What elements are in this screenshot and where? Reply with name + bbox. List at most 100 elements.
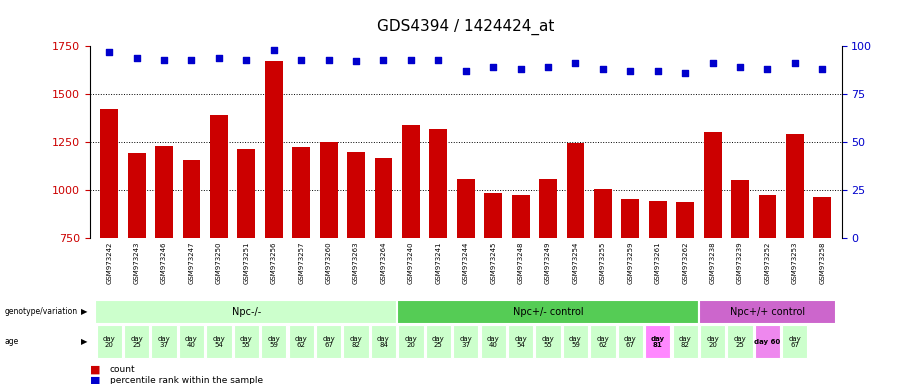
Text: GSM973245: GSM973245 bbox=[491, 241, 496, 283]
Bar bbox=[179, 325, 204, 358]
Text: percentile rank within the sample: percentile rank within the sample bbox=[110, 376, 263, 384]
Point bbox=[376, 56, 391, 63]
Point bbox=[788, 60, 802, 66]
Text: day
25: day 25 bbox=[734, 336, 746, 348]
Point bbox=[760, 66, 775, 72]
Point bbox=[431, 56, 446, 63]
Point bbox=[486, 64, 500, 70]
Text: day
81: day 81 bbox=[651, 336, 665, 348]
Bar bbox=[484, 193, 502, 238]
Text: day
55: day 55 bbox=[240, 336, 253, 348]
Point bbox=[294, 56, 309, 63]
Bar bbox=[374, 158, 392, 238]
Text: GSM973259: GSM973259 bbox=[627, 241, 634, 284]
Text: GSM973250: GSM973250 bbox=[216, 241, 222, 284]
Text: GSM973248: GSM973248 bbox=[518, 241, 524, 284]
Text: day
37: day 37 bbox=[459, 336, 472, 348]
Point bbox=[321, 56, 336, 63]
Text: GSM973256: GSM973256 bbox=[271, 241, 277, 284]
Bar bbox=[100, 109, 118, 238]
Bar bbox=[562, 325, 588, 358]
Bar bbox=[155, 146, 173, 238]
Text: GSM973258: GSM973258 bbox=[819, 241, 825, 284]
Bar bbox=[512, 195, 529, 238]
Bar bbox=[429, 129, 447, 238]
Bar bbox=[261, 325, 286, 358]
Point bbox=[706, 60, 720, 66]
Text: GSM973247: GSM973247 bbox=[188, 241, 194, 284]
Text: Npc+/+ control: Npc+/+ control bbox=[730, 307, 805, 317]
Text: day 60: day 60 bbox=[754, 339, 780, 345]
Point bbox=[349, 58, 364, 65]
Text: GSM973262: GSM973262 bbox=[682, 241, 688, 284]
Text: day
84: day 84 bbox=[377, 336, 390, 348]
Text: day
20: day 20 bbox=[103, 336, 115, 348]
Bar bbox=[426, 325, 451, 358]
Point bbox=[102, 49, 116, 55]
Text: GDS4394 / 1424424_at: GDS4394 / 1424424_at bbox=[377, 18, 554, 35]
Text: ▶: ▶ bbox=[81, 337, 87, 346]
Bar bbox=[645, 325, 670, 358]
Point bbox=[596, 66, 610, 72]
Text: GSM973255: GSM973255 bbox=[600, 241, 606, 283]
Bar bbox=[402, 125, 419, 238]
Text: GSM973241: GSM973241 bbox=[436, 241, 441, 284]
Text: GSM973239: GSM973239 bbox=[737, 241, 743, 284]
Point bbox=[815, 66, 830, 72]
Bar bbox=[649, 200, 667, 238]
Text: GSM973246: GSM973246 bbox=[161, 241, 167, 284]
Bar bbox=[704, 131, 722, 238]
Bar bbox=[536, 325, 561, 358]
Point bbox=[157, 56, 171, 63]
Bar bbox=[594, 189, 612, 238]
Point bbox=[678, 70, 692, 76]
Bar bbox=[700, 325, 725, 358]
Point bbox=[404, 56, 419, 63]
Text: GSM973253: GSM973253 bbox=[792, 241, 798, 284]
Bar bbox=[183, 161, 201, 238]
Point bbox=[733, 64, 747, 70]
Point bbox=[239, 56, 254, 63]
Bar bbox=[265, 61, 283, 238]
Bar bbox=[539, 179, 557, 238]
Text: day
67: day 67 bbox=[624, 336, 636, 348]
Point bbox=[623, 68, 637, 74]
Bar bbox=[759, 195, 777, 238]
Text: day
25: day 25 bbox=[432, 336, 445, 348]
Bar bbox=[727, 325, 752, 358]
Bar bbox=[95, 300, 397, 324]
Point bbox=[651, 68, 665, 74]
Bar bbox=[289, 325, 314, 358]
Bar bbox=[316, 325, 341, 358]
Text: genotype/variation: genotype/variation bbox=[4, 307, 77, 316]
Bar bbox=[292, 147, 310, 238]
Bar bbox=[344, 325, 369, 358]
Bar bbox=[206, 325, 231, 358]
Text: GSM973261: GSM973261 bbox=[654, 241, 661, 284]
Text: day
55: day 55 bbox=[542, 336, 554, 348]
Bar bbox=[481, 325, 506, 358]
Point bbox=[130, 55, 144, 61]
Bar bbox=[782, 325, 807, 358]
Text: GSM973243: GSM973243 bbox=[133, 241, 140, 284]
Text: ■: ■ bbox=[90, 375, 101, 384]
Bar bbox=[814, 197, 832, 238]
Text: day
20: day 20 bbox=[706, 336, 719, 348]
Bar bbox=[128, 152, 146, 238]
Text: day
67: day 67 bbox=[788, 336, 801, 348]
Text: GSM973264: GSM973264 bbox=[381, 241, 386, 284]
Point bbox=[459, 68, 473, 74]
Point bbox=[212, 55, 226, 61]
Bar bbox=[590, 325, 616, 358]
Point bbox=[541, 64, 555, 70]
Bar bbox=[453, 325, 479, 358]
Bar bbox=[238, 149, 256, 238]
Bar bbox=[508, 325, 533, 358]
Text: ■: ■ bbox=[90, 364, 101, 374]
Text: day
59: day 59 bbox=[569, 336, 581, 348]
Point bbox=[184, 56, 199, 63]
Text: Npc+/- control: Npc+/- control bbox=[513, 307, 583, 317]
Text: day
67: day 67 bbox=[322, 336, 335, 348]
Bar bbox=[151, 325, 176, 358]
Text: GSM973251: GSM973251 bbox=[243, 241, 249, 284]
